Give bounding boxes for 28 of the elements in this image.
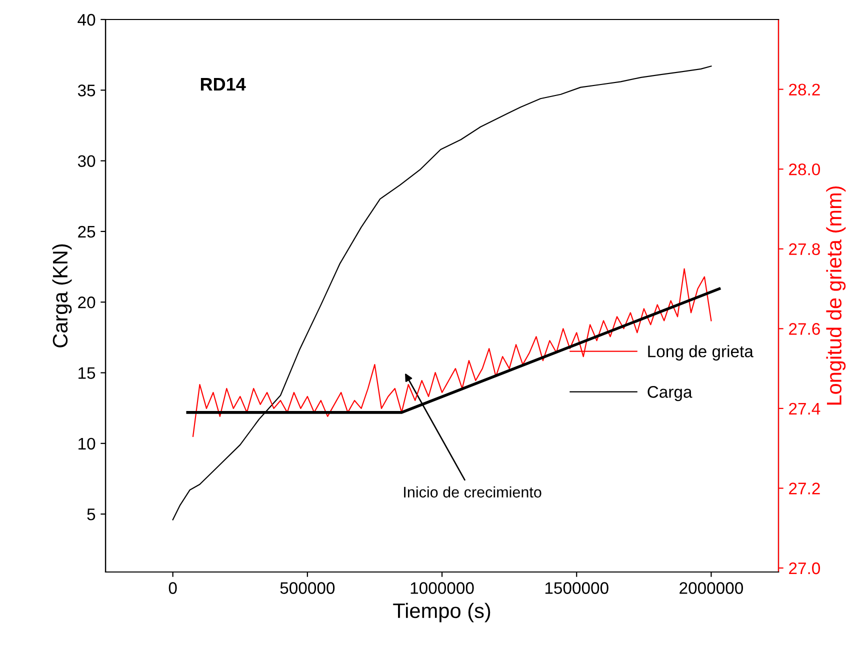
x-tick-label: 2000000	[680, 582, 743, 594]
annotation: Inicio de crecimiento	[404, 486, 542, 498]
y-axis-title: Carga (KN)	[52, 244, 72, 348]
x-tick-label: 0	[168, 582, 177, 594]
x-tick-label: 500000	[280, 582, 335, 594]
y-tick-label: 10	[78, 438, 96, 450]
x-axis-title: Tiempo (s)	[393, 602, 490, 622]
x-tick-label: 1000000	[410, 582, 474, 594]
y2-tick-label: 27.4	[789, 402, 820, 414]
legend-label: Carga	[648, 386, 692, 402]
x-tick-label: 1500000	[545, 582, 608, 594]
y2-tick-label: 27.6	[789, 323, 820, 335]
y2-axis-title: Longitud de grieta (mm)	[826, 186, 846, 405]
annotation: RD14	[200, 78, 246, 90]
y-tick-label: 15	[78, 367, 96, 379]
y-tick-label: 5	[87, 508, 96, 520]
legend-label: Long de grieta	[648, 345, 754, 361]
y2-tick-label: 27.2	[789, 482, 820, 494]
y2-tick-label: 28.0	[789, 163, 820, 176]
y2-tick-label: 27.8	[789, 243, 820, 256]
line-series	[192, 268, 712, 437]
y-tick-label: 25	[78, 226, 96, 238]
y-tick-label: 30	[78, 155, 96, 168]
y2-tick-label: 27.0	[789, 562, 820, 574]
y-tick-label: 40	[78, 14, 96, 26]
y2-tick-label: 28.2	[789, 84, 820, 96]
y-tick-label: 20	[78, 296, 96, 308]
y-tick-label: 35	[78, 84, 96, 96]
